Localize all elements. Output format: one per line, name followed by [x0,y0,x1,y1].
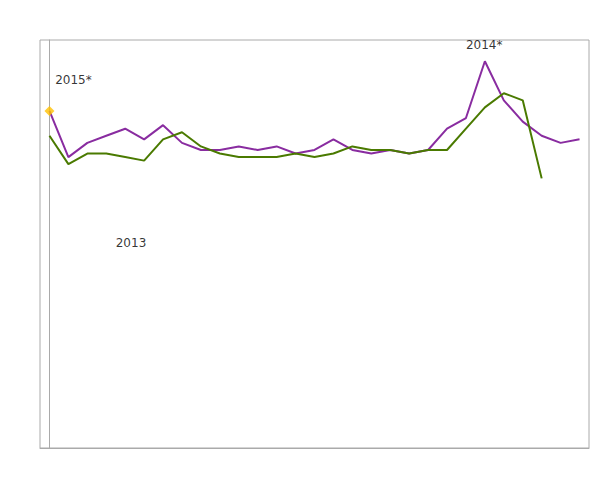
svg-text:2015*: 2015* [55,73,92,87]
svg-text:2013: 2013 [116,236,147,250]
svg-text:2014*: 2014* [466,38,503,52]
